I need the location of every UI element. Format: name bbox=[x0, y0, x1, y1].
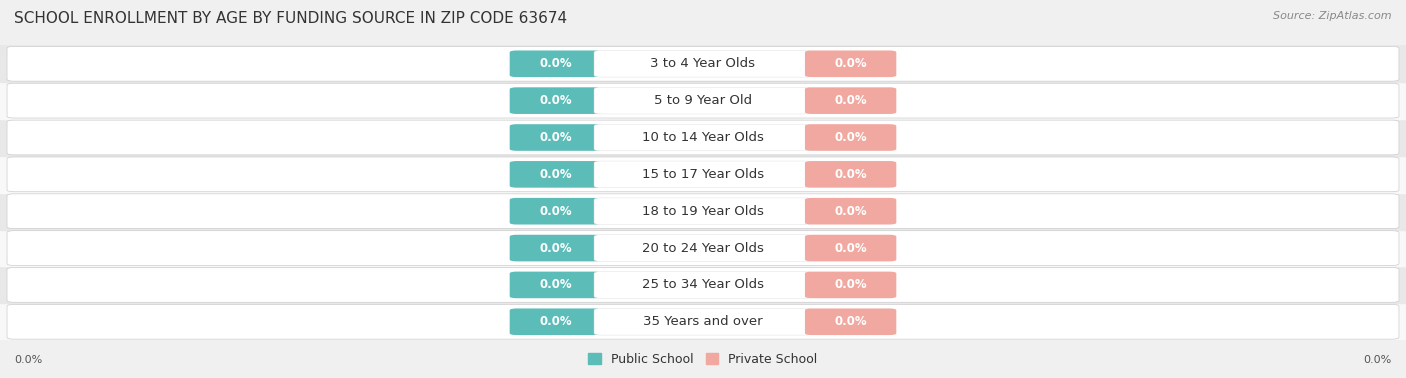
Text: 0.0%: 0.0% bbox=[538, 279, 572, 291]
Text: 20 to 24 Year Olds: 20 to 24 Year Olds bbox=[643, 242, 763, 254]
Bar bbox=[0, 303, 1406, 340]
Text: 0.0%: 0.0% bbox=[538, 168, 572, 181]
Text: SCHOOL ENROLLMENT BY AGE BY FUNDING SOURCE IN ZIP CODE 63674: SCHOOL ENROLLMENT BY AGE BY FUNDING SOUR… bbox=[14, 11, 567, 26]
Text: 0.0%: 0.0% bbox=[834, 315, 868, 328]
Text: 0.0%: 0.0% bbox=[1364, 355, 1392, 365]
Text: 0.0%: 0.0% bbox=[538, 131, 572, 144]
Text: 0.0%: 0.0% bbox=[834, 242, 868, 254]
Bar bbox=[0, 193, 1406, 229]
Text: 0.0%: 0.0% bbox=[538, 315, 572, 328]
Text: 0.0%: 0.0% bbox=[834, 131, 868, 144]
Text: 0.0%: 0.0% bbox=[834, 94, 868, 107]
Text: 18 to 19 Year Olds: 18 to 19 Year Olds bbox=[643, 205, 763, 218]
Text: Source: ZipAtlas.com: Source: ZipAtlas.com bbox=[1274, 11, 1392, 21]
Text: 0.0%: 0.0% bbox=[538, 94, 572, 107]
Text: 0.0%: 0.0% bbox=[834, 168, 868, 181]
Text: 0.0%: 0.0% bbox=[834, 205, 868, 218]
Text: 5 to 9 Year Old: 5 to 9 Year Old bbox=[654, 94, 752, 107]
Bar bbox=[0, 156, 1406, 193]
Bar bbox=[0, 119, 1406, 156]
Text: 10 to 14 Year Olds: 10 to 14 Year Olds bbox=[643, 131, 763, 144]
Text: 3 to 4 Year Olds: 3 to 4 Year Olds bbox=[651, 57, 755, 70]
Text: 15 to 17 Year Olds: 15 to 17 Year Olds bbox=[643, 168, 763, 181]
Text: 0.0%: 0.0% bbox=[834, 279, 868, 291]
Text: 0.0%: 0.0% bbox=[538, 57, 572, 70]
Bar bbox=[0, 45, 1406, 82]
Text: 25 to 34 Year Olds: 25 to 34 Year Olds bbox=[643, 279, 763, 291]
Text: 0.0%: 0.0% bbox=[14, 355, 42, 365]
Bar bbox=[0, 266, 1406, 303]
Bar bbox=[0, 230, 1406, 266]
Text: 0.0%: 0.0% bbox=[538, 242, 572, 254]
Legend: Public School, Private School: Public School, Private School bbox=[583, 348, 823, 370]
Text: 0.0%: 0.0% bbox=[538, 205, 572, 218]
Text: 0.0%: 0.0% bbox=[834, 57, 868, 70]
Text: 35 Years and over: 35 Years and over bbox=[643, 315, 763, 328]
Bar bbox=[0, 82, 1406, 119]
